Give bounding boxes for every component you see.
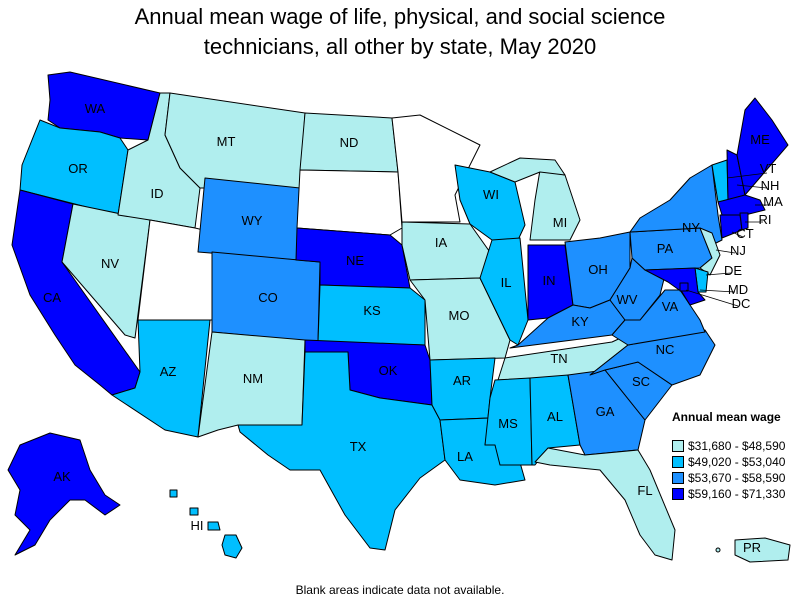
state-MN[interactable] [391,114,481,223]
state-label-RI: RI [759,212,772,227]
legend-label: $49,020 - $53,040 [688,455,786,469]
state-label-OK: OK [379,363,398,378]
state-HI-maui[interactable] [207,521,221,531]
territory-PR[interactable] [734,537,791,563]
state-label-ME: ME [750,132,770,147]
state-label-MI: MI [553,215,567,230]
state-label-SC: SC [632,374,650,389]
state-label-DC: DC [732,296,751,311]
legend-swatch [672,456,684,468]
legend-label: $31,680 - $48,590 [688,439,786,453]
state-AR[interactable] [429,357,496,421]
state-label-NV: NV [101,256,119,271]
footnote: Blank areas indicate data not available. [295,583,505,597]
state-label-OR: OR [68,161,88,176]
legend-item: $31,680 - $48,590 [672,438,797,454]
state-HI[interactable] [221,534,243,559]
state-label-VT: VT [760,161,777,176]
state-label-OH: OH [588,262,608,277]
state-label-TX: TX [350,439,367,454]
leader-VT [726,172,768,179]
state-label-MO: MO [449,308,470,323]
leader-CT [731,231,744,238]
state-label-NH: NH [761,178,780,193]
territory-PR-island[interactable] [715,547,721,553]
state-label-WI: WI [483,187,499,202]
state-label-PA: PA [657,241,674,256]
map-title: Annual mean wage of life, physical, and … [0,2,800,62]
leader-NJ [715,249,736,254]
state-label-PR: PR [743,540,761,555]
legend-item: $49,020 - $53,040 [672,454,797,470]
title-line-2: technicians, all other by state, May 202… [203,34,597,59]
state-label-NY: NY [682,220,700,235]
state-label-WY: WY [242,213,263,228]
state-label-AR: AR [453,373,471,388]
state-label-LA: LA [457,449,473,464]
legend-swatch [672,488,684,500]
state-label-VA: VA [662,299,679,314]
state-label-NC: NC [656,342,675,357]
leader-DC [685,289,739,307]
state-label-IL: IL [501,275,512,290]
legend: Annual mean wage $31,680 - $48,590 $49,0… [672,410,797,502]
state-label-NE: NE [346,253,364,268]
state-label-GA: GA [596,404,615,419]
state-RI[interactable] [739,212,749,231]
leader-DE [705,272,732,276]
leader-NH [736,184,768,189]
state-AZ[interactable] [111,319,211,438]
state-label-HI: HI [191,518,204,533]
state-label-NM: NM [243,371,263,386]
state-label-AL: AL [547,409,563,424]
state-TX[interactable] [237,351,446,551]
state-label-IN: IN [543,273,556,288]
state-AK[interactable] [7,432,121,556]
legend-item: $59,160 - $71,330 [672,486,797,502]
state-HI-kauai[interactable] [169,489,178,498]
state-label-TN: TN [550,351,567,366]
legend-title: Annual mean wage [672,410,781,424]
state-label-DE: DE [724,263,742,278]
state-NY[interactable] [629,164,723,246]
state-label-IA: IA [435,235,448,250]
legend-swatch [672,472,684,484]
state-MI-upper-peninsula[interactable] [489,157,566,183]
state-label-NJ: NJ [730,243,746,258]
state-label-KS: KS [363,303,381,318]
legend-swatch [672,440,684,452]
legend-label: $59,160 - $71,330 [688,487,786,501]
state-label-CA: CA [43,290,61,305]
leader-MD [699,289,736,293]
legend-label: $53,670 - $58,590 [688,471,786,485]
state-label-MD: MD [728,282,748,297]
state-FL[interactable] [534,447,676,561]
state-label-KY: KY [571,314,589,329]
state-label-MA: MA [763,194,783,209]
state-label-WV: WV [617,292,638,307]
state-label-CO: CO [258,290,278,305]
state-SD[interactable] [296,169,403,236]
state-label-AK: AK [53,469,71,484]
state-label-ND: ND [340,135,359,150]
state-HI-oahu[interactable] [189,507,199,516]
state-MD[interactable] [644,267,706,306]
state-label-MS: MS [498,416,518,431]
state-label-WA: WA [85,101,106,116]
state-label-AZ: AZ [160,364,177,379]
legend-item: $53,670 - $58,590 [672,470,797,486]
state-KS[interactable] [317,284,426,346]
state-DC[interactable] [679,282,689,292]
state-label-CT: CT [736,226,753,241]
state-label-ID: ID [151,186,164,201]
state-label-MT: MT [217,134,236,149]
title-line-1: Annual mean wage of life, physical, and … [134,4,666,29]
state-label-FL: FL [637,483,652,498]
